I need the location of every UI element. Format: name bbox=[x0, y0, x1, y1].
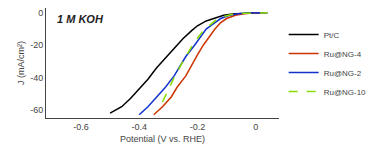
svg-text:J (mA/cm²): J (mA/cm²) bbox=[16, 41, 26, 85]
svg-text:-60: -60 bbox=[30, 105, 43, 115]
svg-text:-20: -20 bbox=[30, 40, 43, 50]
svg-text:-0.4: -0.4 bbox=[131, 122, 147, 132]
svg-text:Potential (V vs. RHE): Potential (V vs. RHE) bbox=[120, 134, 205, 144]
svg-text:1 M KOH: 1 M KOH bbox=[57, 13, 104, 25]
svg-text:-40: -40 bbox=[30, 73, 43, 83]
svg-text:Ru@NG-2: Ru@NG-2 bbox=[324, 69, 362, 78]
svg-text:-0.6: -0.6 bbox=[73, 122, 89, 132]
svg-text:Pt/C: Pt/C bbox=[324, 31, 340, 40]
svg-text:Ru@NG-4: Ru@NG-4 bbox=[324, 50, 362, 59]
svg-text:Ru@NG-10: Ru@NG-10 bbox=[324, 88, 366, 97]
svg-text:0: 0 bbox=[38, 8, 43, 18]
svg-text:-0.2: -0.2 bbox=[190, 122, 206, 132]
svg-text:0: 0 bbox=[253, 122, 258, 132]
